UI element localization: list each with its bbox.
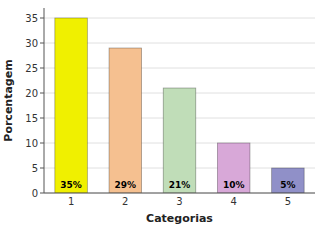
y-tick xyxy=(40,68,44,69)
y-tick-label: 15 xyxy=(25,113,38,124)
data-label: 5% xyxy=(280,180,295,190)
y-tick xyxy=(40,93,44,94)
x-axis xyxy=(44,193,315,194)
bar xyxy=(109,48,142,193)
y-tick-label: 35 xyxy=(25,13,38,24)
chart: 0 5 10 15 20 25 30 35 35% 29% 21% 10% 5% 1 2 3 4 5 Categor… xyxy=(0,0,323,227)
data-label: 21% xyxy=(169,180,191,190)
y-tick xyxy=(40,43,44,44)
x-axis-label: Categorias xyxy=(146,212,213,225)
x-tick-label: 2 xyxy=(122,196,128,207)
x-tick-label: 1 xyxy=(68,196,74,207)
y-axis xyxy=(44,8,45,193)
y-tick-label: 10 xyxy=(25,138,38,149)
grid xyxy=(44,18,315,193)
y-axis-label: Porcentagem xyxy=(2,59,15,141)
x-tick-label: 5 xyxy=(285,196,291,207)
x-tick-label: 3 xyxy=(176,196,182,207)
x-tick-label: 4 xyxy=(231,196,237,207)
chart-container: 0 5 10 15 20 25 30 35 35% 29% 21% 10% 5% 1 2 3 4 5 Categor… xyxy=(0,0,323,227)
bar xyxy=(272,168,305,193)
y-tick xyxy=(40,168,44,169)
y-tick xyxy=(40,18,44,19)
data-label: 10% xyxy=(223,180,245,190)
y-tick-label: 30 xyxy=(25,38,38,49)
bar xyxy=(55,18,88,193)
y-tick xyxy=(40,143,44,144)
y-tick xyxy=(40,193,44,194)
y-tick-label: 0 xyxy=(32,188,38,199)
grid-line xyxy=(44,193,315,194)
bar xyxy=(163,88,196,193)
y-tick xyxy=(40,118,44,119)
y-tick-label: 5 xyxy=(32,163,38,174)
y-tick-label: 20 xyxy=(25,88,38,99)
y-tick-label: 25 xyxy=(25,63,38,74)
bar xyxy=(217,143,250,193)
data-label: 29% xyxy=(115,180,137,190)
data-label: 35% xyxy=(60,180,82,190)
bars xyxy=(55,18,304,193)
